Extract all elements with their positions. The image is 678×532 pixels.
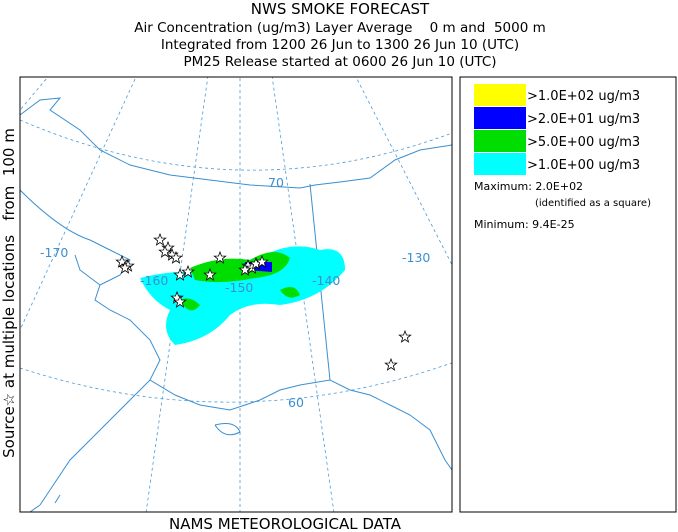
graticule — [20, 77, 452, 512]
legend-frame — [459, 76, 677, 513]
source-star — [173, 294, 187, 308]
legend-label: >5.0E+00 ug/m3 — [527, 135, 640, 150]
source-star — [203, 267, 217, 281]
source-star — [181, 264, 195, 278]
latitude-label: 70 — [268, 175, 284, 190]
source-star — [255, 254, 269, 268]
source-star — [213, 250, 227, 264]
maximum: Maximum: 2.0E+02 — [474, 180, 583, 193]
longitude-label: -170 — [40, 245, 68, 260]
legend-label: >2.0E+01 ug/m3 — [527, 112, 640, 127]
source-markers — [115, 232, 412, 371]
subtitle: PM25 Release started at 0600 26 Jun 10 (… — [183, 54, 496, 70]
legend-label: >1.0E+02 ug/m3 — [527, 89, 640, 104]
legend-swatch — [474, 130, 526, 152]
map-frame — [19, 76, 453, 513]
source-star — [398, 329, 412, 343]
longitude-label: -160 — [140, 273, 168, 288]
minimum: Minimum: 9.4E-25 — [474, 218, 575, 231]
coastline — [20, 97, 452, 506]
longitude-label: -130 — [402, 250, 430, 265]
subtitle: Integrated from 1200 26 Jun to 1300 26 J… — [161, 37, 519, 53]
title: NWS SMOKE FORECAST — [251, 0, 430, 18]
source-star — [115, 254, 129, 268]
legend-swatch — [474, 153, 526, 175]
latitude-label: 60 — [288, 395, 304, 410]
legend-swatch — [474, 84, 526, 106]
source-star — [153, 232, 167, 246]
subtitle: Air Concentration (ug/m3) Layer Average … — [134, 20, 546, 36]
source-star — [238, 262, 252, 276]
side-label: Source☆ at multiple locations from 100 m — [0, 128, 18, 458]
source-star — [118, 260, 132, 274]
longitude-label: -150 — [225, 280, 253, 295]
source-star — [169, 250, 183, 264]
legend: Maximum: 2.0E+02 (identified as a square… — [459, 76, 677, 513]
source-star — [158, 244, 172, 258]
source-star — [384, 357, 398, 371]
island — [29, 423, 241, 512]
footer: NAMS METEOROLOGICAL DATA — [169, 515, 402, 532]
source-star — [173, 267, 187, 281]
map: -170 -160 -150 -140 -130 70 60 — [19, 76, 453, 513]
legend-swatch — [474, 107, 526, 129]
longitude-label: -140 — [312, 273, 340, 288]
maximum-note: (identified as a square) — [535, 198, 651, 209]
legend-label: >1.0E+00 ug/m3 — [527, 158, 640, 173]
